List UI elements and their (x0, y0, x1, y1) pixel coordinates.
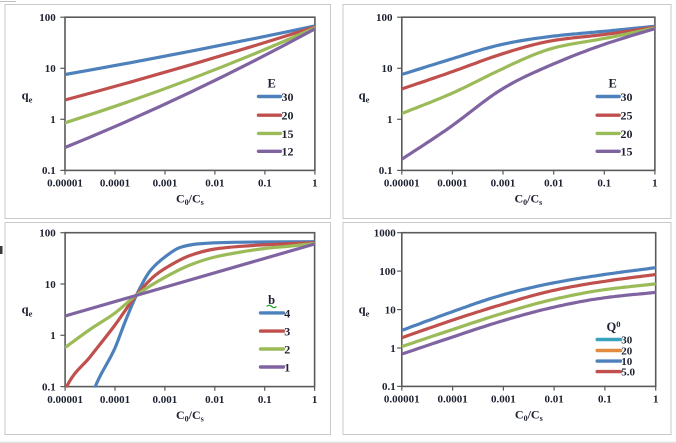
svg-text:C0/Cs: C0/Cs (515, 408, 543, 424)
svg-text:15: 15 (282, 127, 294, 141)
svg-text:0.1: 0.1 (258, 178, 272, 190)
svg-text:0.001: 0.001 (153, 178, 178, 190)
svg-text:10: 10 (382, 63, 394, 75)
svg-text:100: 100 (376, 12, 393, 24)
svg-text:1000: 1000 (374, 228, 397, 240)
svg-text:4: 4 (284, 306, 290, 320)
svg-text:0.00001: 0.00001 (47, 394, 83, 406)
svg-text:5.0: 5.0 (621, 367, 635, 379)
svg-text:C0/Cs: C0/Cs (176, 408, 204, 424)
svg-text:15: 15 (621, 145, 633, 159)
svg-text:0.00001: 0.00001 (384, 394, 420, 406)
svg-text:1: 1 (652, 178, 658, 190)
svg-text:0.001: 0.001 (491, 178, 516, 190)
svg-text:100: 100 (379, 266, 396, 278)
svg-text:0.01: 0.01 (544, 394, 563, 406)
svg-text:0.0001: 0.0001 (100, 394, 130, 406)
svg-text:0.00001: 0.00001 (384, 178, 420, 190)
svg-text:1: 1 (312, 394, 318, 406)
svg-text:0.0001: 0.0001 (437, 178, 467, 190)
svg-text:20: 20 (621, 346, 633, 358)
svg-text:0.1: 0.1 (258, 394, 272, 406)
svg-text:C0/Cs: C0/Cs (176, 192, 204, 208)
svg-text:10: 10 (385, 304, 397, 316)
svg-text:qe: qe (22, 89, 33, 105)
svg-text:10: 10 (621, 356, 633, 368)
svg-text:qe: qe (359, 89, 370, 105)
svg-text:1: 1 (312, 178, 318, 190)
svg-text:E: E (609, 77, 617, 91)
svg-text:1: 1 (50, 330, 56, 342)
svg-text:1: 1 (284, 360, 290, 374)
svg-text:0.1: 0.1 (598, 394, 612, 406)
svg-text:qe: qe (359, 303, 370, 319)
svg-text:30: 30 (621, 90, 633, 104)
svg-text:0.1: 0.1 (42, 381, 56, 393)
svg-text:100: 100 (39, 228, 56, 240)
svg-text:0.01: 0.01 (544, 178, 563, 190)
svg-text:0.1: 0.1 (382, 381, 396, 393)
svg-text:1: 1 (387, 114, 393, 126)
svg-text:0.00001: 0.00001 (47, 178, 83, 190)
svg-text:10: 10 (45, 63, 57, 75)
svg-text:3: 3 (284, 325, 290, 339)
svg-text:0.0001: 0.0001 (437, 394, 467, 406)
svg-text:100: 100 (39, 12, 56, 24)
svg-text:20: 20 (621, 127, 633, 141)
svg-text:b: b (268, 293, 275, 307)
svg-text:0.1: 0.1 (379, 165, 393, 177)
svg-text:25: 25 (621, 109, 633, 123)
svg-text:30: 30 (282, 90, 294, 104)
svg-text:0.1: 0.1 (597, 178, 611, 190)
svg-text:2: 2 (284, 342, 290, 356)
svg-text:0.0001: 0.0001 (100, 178, 130, 190)
svg-text:20: 20 (282, 109, 294, 123)
svg-text:qe: qe (22, 303, 33, 319)
svg-text:0.001: 0.001 (491, 394, 516, 406)
svg-text:0.01: 0.01 (205, 394, 224, 406)
svg-text:30: 30 (621, 335, 633, 347)
svg-text:10: 10 (45, 279, 57, 291)
svg-text:1: 1 (390, 343, 396, 355)
svg-text:1: 1 (50, 114, 56, 126)
svg-text:C0/Cs: C0/Cs (515, 192, 543, 208)
svg-text:0.1: 0.1 (42, 165, 56, 177)
svg-text:0.01: 0.01 (205, 178, 224, 190)
svg-text:12: 12 (282, 145, 294, 159)
svg-text:0.001: 0.001 (153, 394, 178, 406)
svg-text:1: 1 (653, 394, 659, 406)
svg-text:E: E (268, 77, 276, 91)
